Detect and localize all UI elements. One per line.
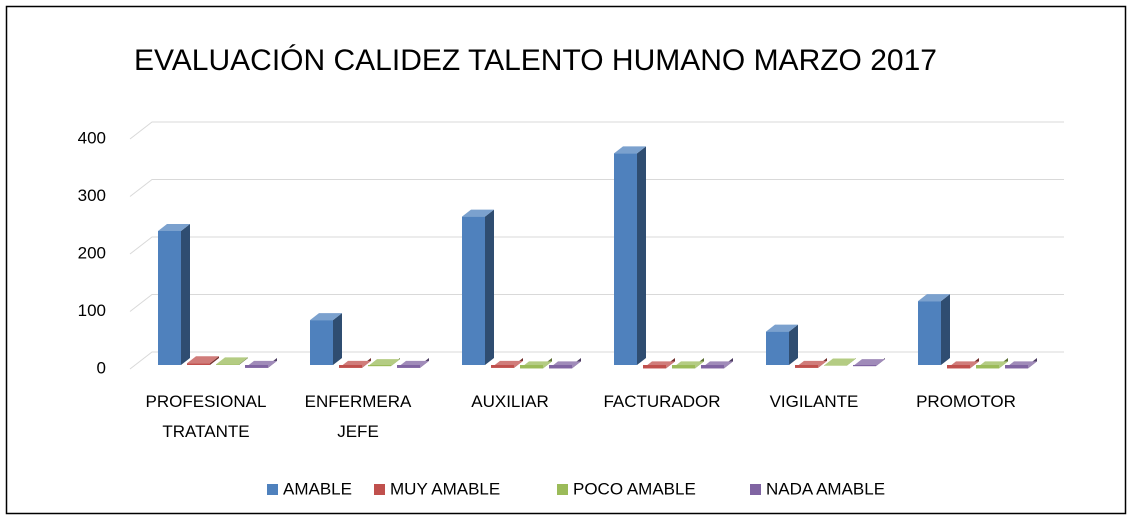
legend-label: AMABLE <box>283 479 352 498</box>
bar-side <box>485 209 494 365</box>
x-tick-label: PROMOTOR <box>916 392 1016 411</box>
bar-front <box>643 365 666 369</box>
x-tick-label: PROFESIONAL TRATANTE <box>145 392 267 441</box>
bar <box>339 358 371 368</box>
bar-front <box>824 365 847 366</box>
bar-side <box>789 324 798 365</box>
bar-side <box>333 313 342 365</box>
grid-line <box>129 351 1064 370</box>
bar <box>853 358 885 367</box>
bar-top <box>824 358 856 366</box>
bar-top <box>853 359 885 367</box>
legend-label: MUY AMABLE <box>390 479 500 498</box>
bar-top <box>766 324 798 332</box>
bar-front <box>614 153 637 365</box>
bar-front <box>701 365 724 369</box>
x-tick-label: VIGILANTE <box>769 392 859 411</box>
legend-label: POCO AMABLE <box>573 479 696 498</box>
bar <box>491 358 523 368</box>
bar-front <box>397 365 420 368</box>
x-tick-label: AUXILIAR <box>471 392 549 411</box>
bar <box>520 358 552 369</box>
bar-top <box>918 294 950 302</box>
bar <box>397 358 429 368</box>
bar-front <box>491 365 514 368</box>
grid-line <box>129 179 1064 197</box>
bar-side <box>181 224 190 365</box>
grid-line <box>129 236 1064 255</box>
bar-side <box>239 357 248 365</box>
bar-front <box>368 365 391 367</box>
legend-swatch <box>267 484 278 495</box>
bar-front <box>520 365 543 369</box>
y-tick-label: 0 <box>97 358 106 377</box>
bar-top <box>158 224 190 231</box>
bar <box>158 224 190 365</box>
bar <box>766 324 798 365</box>
bar <box>614 146 646 365</box>
y-tick-label: 400 <box>78 128 106 147</box>
legend-swatch <box>374 484 385 495</box>
legend-swatch <box>750 484 761 495</box>
legend-swatch <box>557 484 568 495</box>
bar <box>824 358 856 366</box>
bar-top <box>462 209 494 217</box>
y-tick-label: 300 <box>78 186 106 205</box>
x-tick-label: ENFERMERA JEFE <box>304 392 412 441</box>
bar-front <box>462 216 485 365</box>
chart-border <box>5 5 1127 515</box>
bar-top <box>310 313 342 321</box>
bar <box>918 294 950 365</box>
bar <box>643 358 675 369</box>
bar <box>310 313 342 365</box>
y-tick-label: 100 <box>78 301 106 320</box>
bar <box>976 358 1008 369</box>
y-tick-label: 200 <box>78 243 106 262</box>
bar-front <box>976 365 999 369</box>
grid-line <box>129 294 1064 312</box>
bar <box>245 358 277 368</box>
legend-label: NADA AMABLE <box>766 479 885 498</box>
bar-front <box>310 320 333 365</box>
bar-front <box>245 365 268 368</box>
bar-front <box>549 365 572 369</box>
bar-front <box>1005 365 1028 369</box>
bar-front <box>853 365 876 367</box>
bar-top <box>216 357 248 365</box>
bar <box>187 356 219 365</box>
bar <box>1005 358 1037 369</box>
bar-front <box>339 365 362 368</box>
bar <box>368 358 400 367</box>
bar <box>795 358 827 368</box>
bar-front <box>766 331 789 365</box>
bar-top <box>368 359 400 367</box>
bar <box>549 358 581 369</box>
bar-front <box>216 364 239 365</box>
bar <box>462 209 494 365</box>
bar-side <box>637 146 646 365</box>
bar <box>701 358 733 369</box>
bar-top <box>614 146 646 154</box>
bar-front <box>795 365 818 368</box>
bar <box>216 357 248 365</box>
bar-front <box>672 365 695 369</box>
bar-front <box>158 231 181 365</box>
bar-front <box>187 363 210 365</box>
bar <box>672 358 704 369</box>
bar <box>947 358 979 369</box>
x-tick-label: FACTURADOR <box>603 392 721 411</box>
grid-line <box>129 121 1064 140</box>
bar-front <box>918 301 941 365</box>
bar-side <box>941 294 950 365</box>
chart-title: EVALUACIÓN CALIDEZ TALENTO HUMANO MARZO … <box>134 44 937 77</box>
bar-top <box>187 356 219 364</box>
bar-front <box>947 365 970 369</box>
bar-side <box>210 356 219 365</box>
